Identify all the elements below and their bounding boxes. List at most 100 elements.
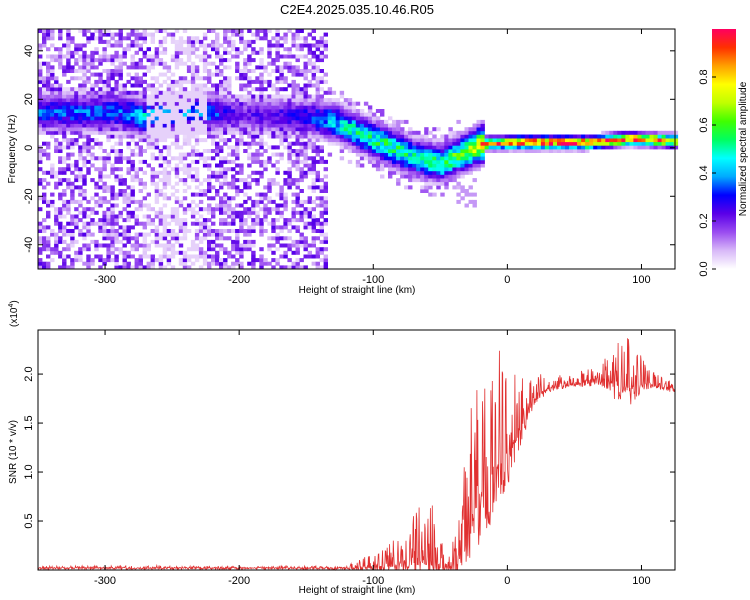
spectrogram-cell: [211, 98, 216, 103]
spectrogram-cell: [275, 123, 280, 128]
spectrogram-cell: [82, 90, 87, 95]
spectrogram-cell: [251, 47, 256, 52]
spectrogram-cell: [98, 98, 103, 103]
spectrogram-cell: [146, 47, 151, 52]
spectrogram-cell: [508, 145, 514, 150]
spectrogram-cell: [227, 207, 232, 212]
spectrogram-cell: [311, 112, 316, 117]
spectrogram-cell: [380, 112, 385, 117]
spectrogram-cell: [263, 258, 268, 263]
spectrogram-cell: [287, 149, 292, 153]
spectrogram-cell: [202, 229, 208, 233]
spectrogram-cell: [621, 138, 626, 143]
spectrogram-cell: [42, 265, 47, 270]
spectrogram-cell: [255, 116, 260, 121]
spectrogram-cell: [315, 221, 320, 226]
spectrogram-cell: [58, 119, 63, 124]
spectrogram-cell: [323, 138, 328, 143]
spectrogram-cell: [287, 54, 292, 59]
spectrogram-cell: [154, 192, 160, 197]
spectrogram-cell: [211, 123, 216, 128]
spectrogram-cell: [303, 72, 308, 77]
spectrogram-cell: [38, 69, 43, 73]
spectrogram-cell: [82, 210, 87, 215]
spectrogram-cell: [186, 47, 192, 52]
spectrogram-cell: [243, 192, 248, 197]
spectrogram-cell: [66, 181, 71, 186]
spectrogram-cell: [460, 196, 465, 201]
spectrogram-cell: [251, 156, 256, 161]
spectrogram-cell: [504, 149, 510, 153]
spectrogram-cell: [174, 65, 180, 70]
spectrogram-cell: [532, 134, 538, 139]
spectrogram-cell: [62, 170, 67, 175]
spectrogram-cell: [311, 199, 316, 204]
spectrogram-cell: [319, 123, 324, 128]
spectrogram-cell: [343, 127, 349, 132]
spectrogram-cell: [243, 127, 248, 132]
spectrogram-cell: [194, 90, 200, 95]
spectrogram-cell: [130, 105, 135, 110]
spectrogram-cell: [247, 163, 252, 168]
spectrogram-cell: [62, 105, 67, 110]
spectrogram-cell: [70, 138, 75, 143]
spectrogram-cell: [267, 210, 272, 215]
spectrogram-cell: [267, 72, 272, 77]
spectrogram-cell: [50, 119, 55, 124]
spectrogram-cell: [223, 221, 228, 226]
spectrogram-cell: [251, 243, 256, 248]
spectrogram-cell: [118, 138, 123, 143]
spectrogram-cell: [62, 123, 67, 128]
spectrogram-cell: [251, 218, 256, 223]
spectrogram-cell: [70, 101, 75, 106]
spectrogram-cell: [42, 76, 47, 81]
spectrogram-cell: [126, 98, 131, 103]
spectrogram-cell: [247, 105, 252, 110]
spectrogram-cell: [275, 112, 280, 117]
spectrogram-cell: [251, 210, 256, 215]
spectrogram-cell: [219, 243, 224, 248]
spectrogram-cell: [355, 101, 361, 106]
spectrogram-cell: [633, 134, 638, 139]
spectrogram-cell: [404, 152, 409, 157]
spectrogram-cell: [472, 141, 477, 146]
snr-x-ticks: -300 -200 -100 0 100: [94, 330, 651, 587]
spectrogram-cell: [247, 43, 252, 48]
spectrogram-cell: [291, 243, 296, 248]
spectrogram-cell: [235, 258, 240, 263]
spectrogram-cell: [235, 229, 240, 233]
spectrogram-cell: [227, 221, 232, 226]
spectrogram-cell: [307, 210, 312, 215]
spectrogram-cell: [142, 79, 147, 84]
spectrogram-cell: [202, 254, 208, 259]
spectrogram-cell: [134, 72, 139, 77]
spectrogram-cell: [355, 109, 361, 113]
spectrogram-cell: [291, 90, 296, 95]
spectrogram-cell: [243, 112, 248, 117]
spectrogram-cell: [82, 163, 87, 168]
spectrogram-cell: [66, 61, 71, 66]
spectrogram-cell: [263, 159, 268, 164]
spectrogram-cell: [275, 159, 280, 164]
spectrogram-cell: [194, 39, 200, 44]
spectrogram-cell: [247, 61, 252, 66]
spectrogram-cell: [315, 65, 320, 70]
spectrogram-cell: [359, 109, 365, 113]
spectrogram-cell: [315, 101, 320, 106]
spectrogram-cell: [343, 101, 349, 106]
spectrogram-cell: [323, 98, 328, 103]
spectrogram-cell: [46, 36, 51, 41]
spectrogram-cell: [247, 119, 252, 124]
spectrogram-cell: [275, 145, 280, 150]
spectrogram-cell: [223, 203, 228, 208]
spectrogram-cell: [154, 54, 160, 59]
spectrogram-cell: [122, 134, 127, 139]
spectrogram-cell: [158, 39, 164, 44]
spectrogram-cell: [424, 174, 429, 179]
spectrogram-cell: [90, 32, 95, 37]
spectrogram-cell: [130, 32, 135, 37]
spectrogram-cell: [657, 138, 662, 143]
spectrogram-cell: [150, 119, 155, 124]
spectrogram-cell: [231, 109, 236, 113]
spectrogram-cell: [637, 134, 642, 139]
